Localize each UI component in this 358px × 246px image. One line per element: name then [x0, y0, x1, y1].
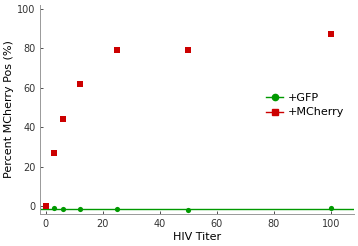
Point: [77, 207, 83, 211]
Point: [328, 32, 334, 36]
Point: [43, 204, 49, 208]
Point: [114, 207, 120, 211]
Point: [52, 151, 57, 155]
Point: [114, 48, 120, 52]
Point: [328, 206, 334, 210]
Legend: +GFP, +MCherry: +GFP, +MCherry: [262, 89, 348, 122]
Point: [43, 204, 49, 208]
Point: [185, 208, 191, 212]
X-axis label: HIV Titer: HIV Titer: [173, 232, 221, 242]
Y-axis label: Percent MCherry Pos (%): Percent MCherry Pos (%): [4, 40, 14, 178]
Point: [52, 206, 57, 210]
Point: [185, 48, 191, 52]
Point: [60, 207, 66, 211]
Point: [60, 117, 66, 121]
Point: [77, 82, 83, 86]
